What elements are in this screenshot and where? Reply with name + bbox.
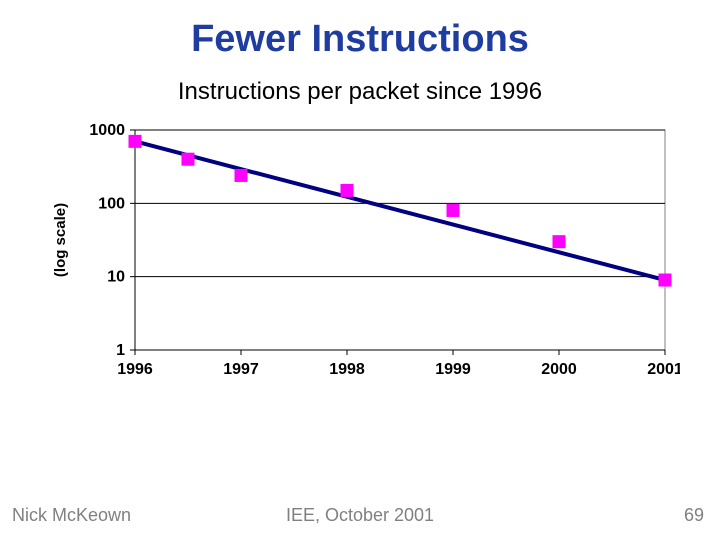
y-axis-label: (log scale): [52, 203, 69, 277]
xtick-label: 1997: [223, 361, 259, 378]
data-marker: [129, 135, 141, 147]
data-marker: [182, 153, 194, 165]
xtick-label: 2001: [647, 361, 680, 378]
footer-page-number: 69: [684, 505, 704, 526]
xtick-label: 2000: [541, 361, 577, 378]
chart-svg: 1 10 100 1000 1996 1997 1998 1999 2000 2001 (log s…: [40, 120, 680, 420]
slide-title: Fewer Instructions: [0, 18, 720, 61]
chart-container: 1 10 100 1000 1996 1997 1998 1999 2000 2001 (log s…: [40, 120, 680, 420]
slide-subtitle: Instructions per packet since 1996: [0, 78, 720, 106]
data-marker: [235, 169, 247, 181]
xtick-label: 1998: [329, 361, 365, 378]
xtick-label: 1996: [117, 361, 153, 378]
ytick-label: 100: [98, 195, 125, 212]
ytick-label: 1000: [89, 122, 125, 139]
footer-venue: IEE, October 2001: [0, 505, 720, 526]
data-marker: [553, 236, 565, 248]
ytick-label: 10: [107, 269, 125, 286]
data-marker: [659, 274, 671, 286]
xtick-label: 1999: [435, 361, 471, 378]
data-marker: [447, 204, 459, 216]
ytick-label: 1: [116, 342, 125, 359]
data-marker: [341, 184, 353, 196]
